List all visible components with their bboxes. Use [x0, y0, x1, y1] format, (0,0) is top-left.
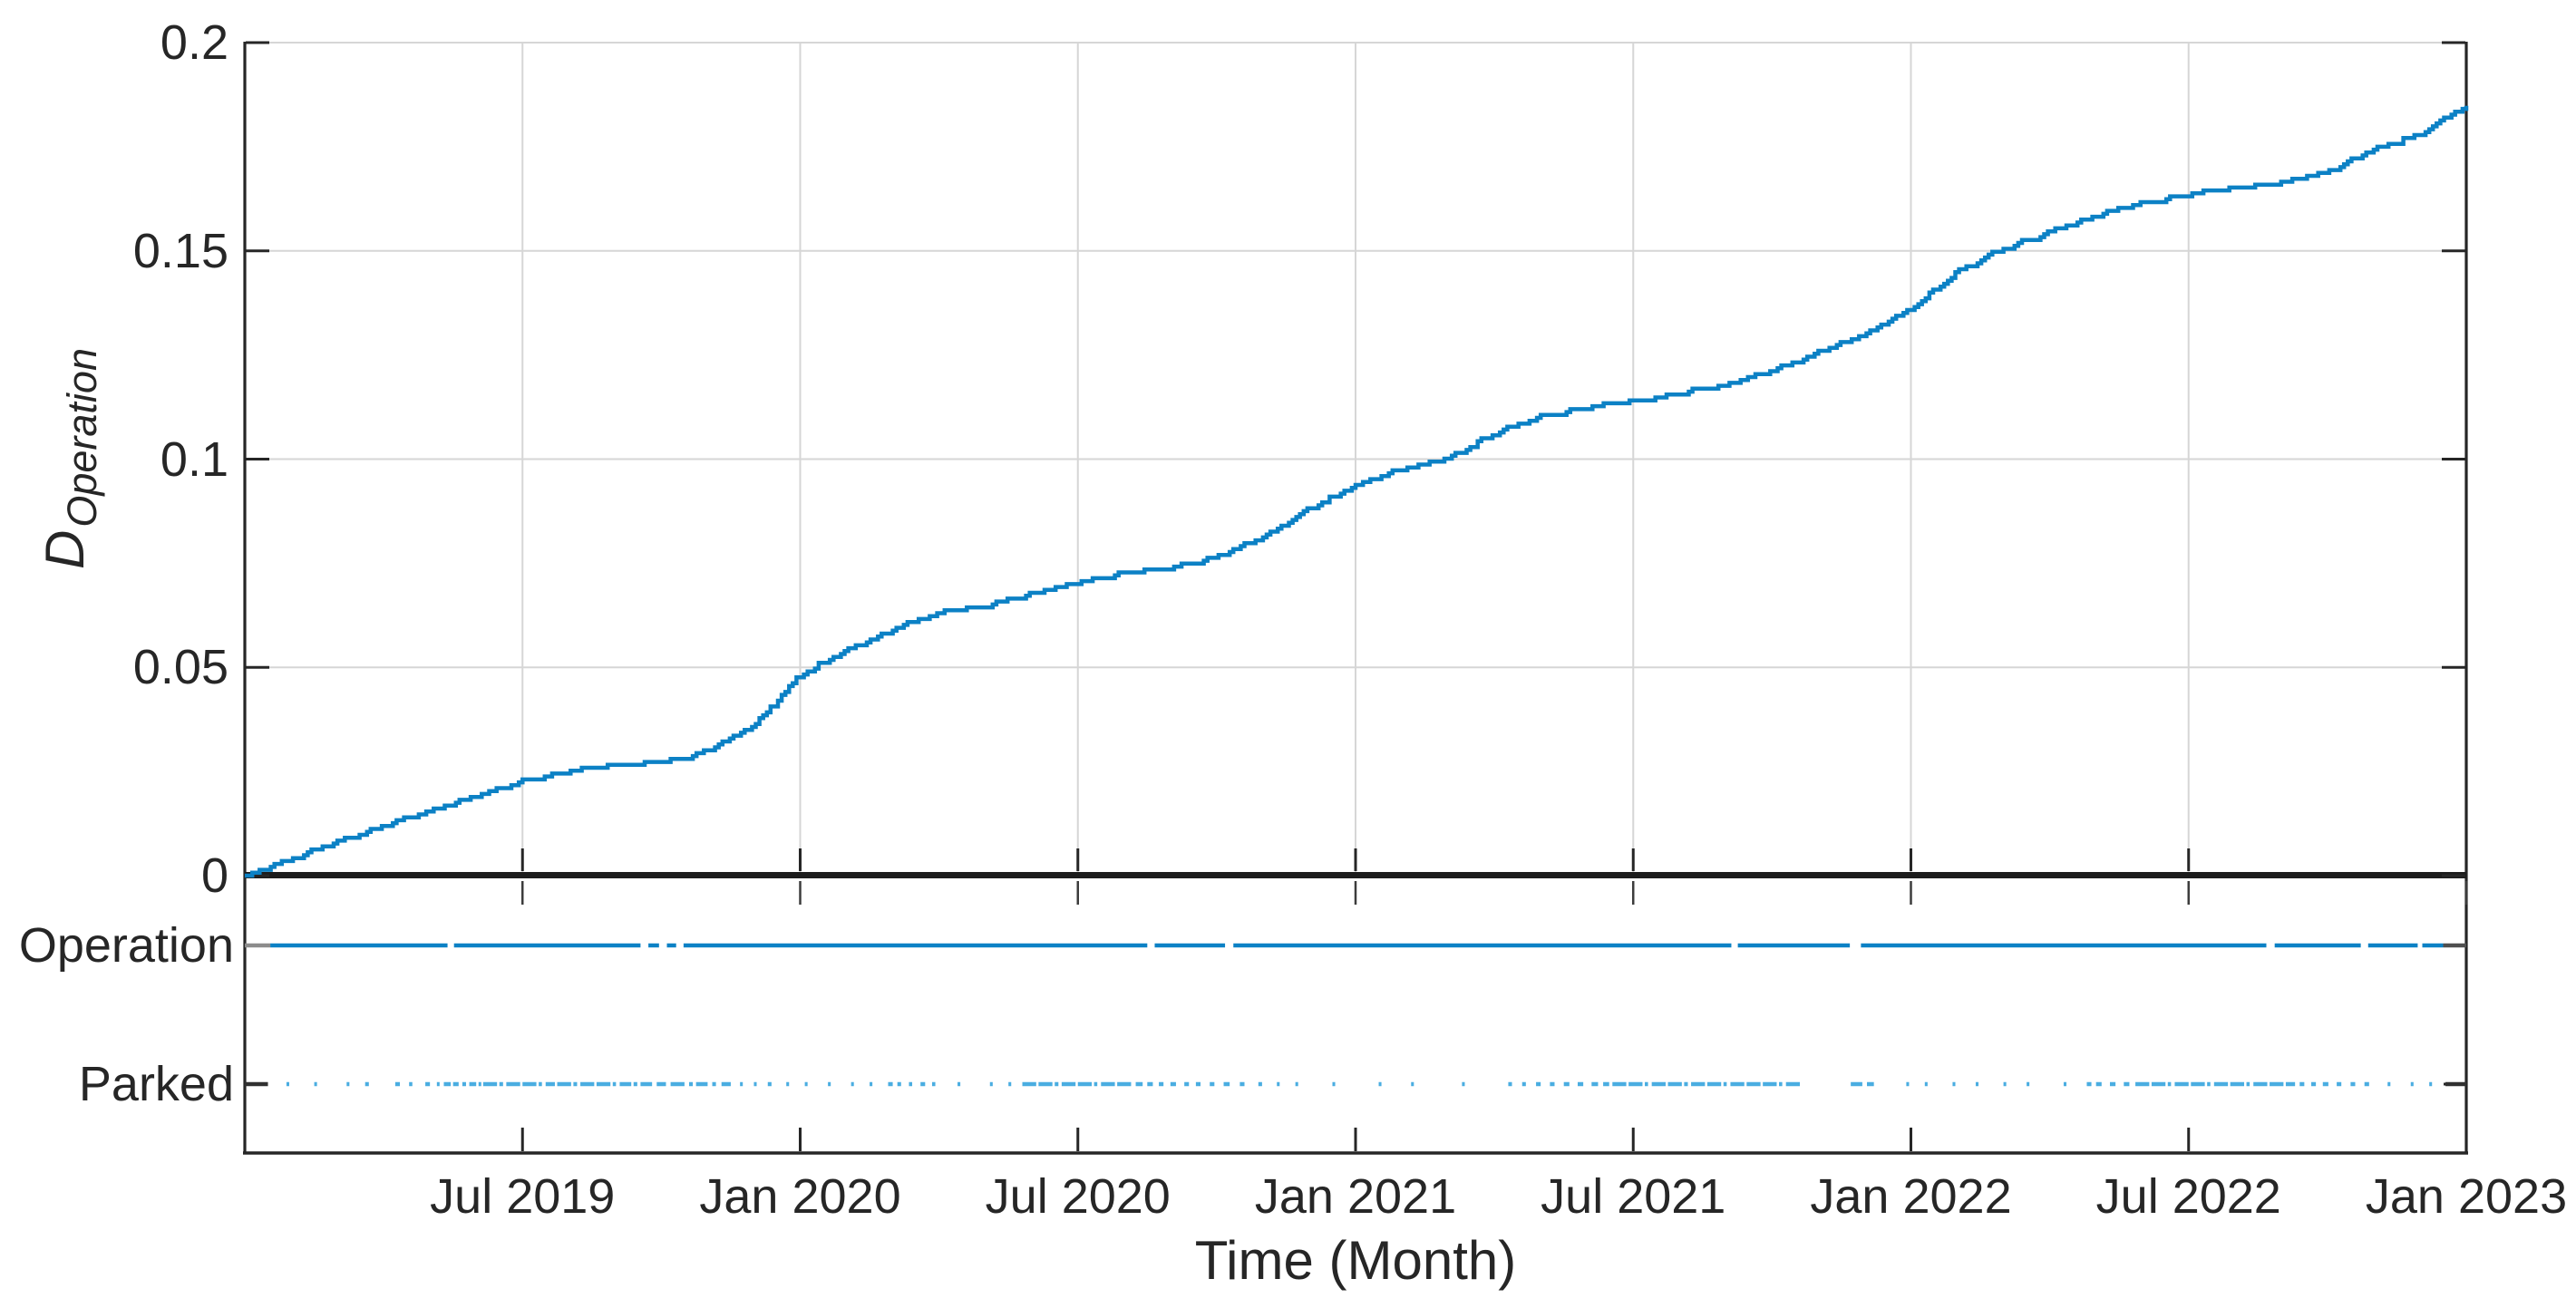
y-axis-label-main: D: [34, 529, 95, 569]
y-tick-label-0.05: 0.05: [132, 640, 228, 695]
x-tick-label-5: Jan 2022: [1810, 1169, 2012, 1224]
x-axis-label: Time (Month): [1194, 1230, 1517, 1291]
y-axis-label: DOperation: [34, 348, 105, 569]
x-tick-label-2: Jul 2020: [985, 1169, 1171, 1224]
row-label-parked: Parked: [78, 1057, 234, 1111]
y-tick-label-0: 0: [200, 848, 228, 903]
row-label-operation: Operation: [18, 918, 234, 973]
damage-curve: [245, 105, 2469, 878]
x-tick-label-1: Jan 2020: [699, 1169, 901, 1224]
y-axis-label-subscript: Operation: [59, 348, 105, 528]
x-tick-label-7: Jan 2023: [2365, 1169, 2568, 1224]
y-tick-label-0.1: 0.1: [160, 431, 228, 487]
x-tick-label-4: Jul 2021: [1541, 1169, 1726, 1224]
x-tick-label-6: Jul 2022: [2095, 1169, 2281, 1224]
y-tick-label-0.15: 0.15: [132, 223, 228, 278]
x-tick-label-3: Jan 2021: [1254, 1169, 1457, 1224]
x-tick-label-0: Jul 2019: [430, 1169, 616, 1224]
y-tick-label-0.2: 0.2: [160, 15, 228, 70]
